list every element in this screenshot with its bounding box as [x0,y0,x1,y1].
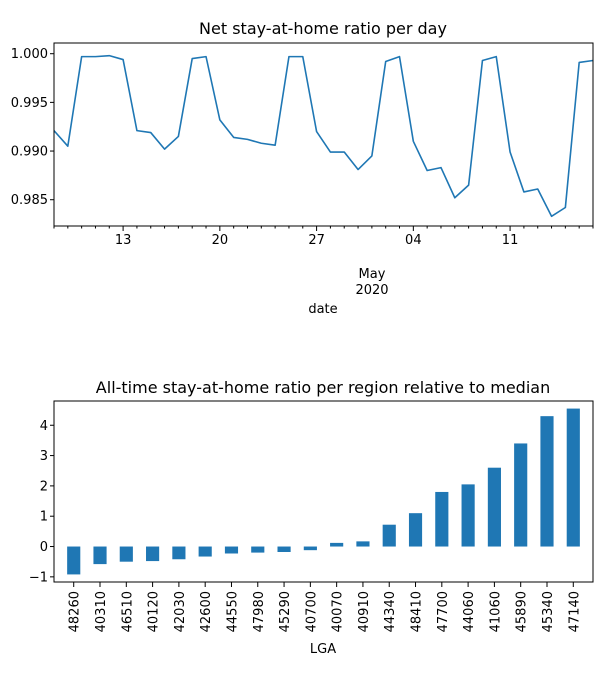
bar [408,513,423,547]
x-tick-label: 42600 [199,591,214,632]
bar [435,491,449,547]
x-tick-label: 48260 [68,591,83,632]
line-series [53,54,594,218]
x-tick-label: 41060 [488,591,503,632]
x-tick-label: 47140 [567,591,582,632]
bar [224,546,239,554]
x-tick-label: 27 [308,233,325,248]
line-chart-x-axis-label: date [308,302,337,317]
bar [487,467,501,547]
x-tick-label: 40070 [331,591,346,632]
line-chart: Net stay-at-home ratio per day 0.985 0.99… [11,19,594,317]
x-tick-label: 20 [212,233,229,248]
bar-chart-x-axis-label: LGA [310,642,336,657]
bar [303,546,317,551]
x-tick-label: 47700 [436,591,451,632]
x-tick-label: 47980 [252,591,267,632]
x-tick-label: 42030 [173,591,188,632]
x-tick-label: 44550 [225,591,240,632]
y-tick-label: 0.990 [11,145,48,160]
x-tick-label: 40700 [304,591,319,632]
bar-chart-x-ticks: 48260 40310 46510 40120 42030 42600 44550 47980… [68,582,582,632]
y-tick-label: −1 [29,570,48,585]
bar [330,542,344,547]
x-tick-label: 13 [115,233,132,248]
bar [356,541,370,547]
bar [277,546,291,552]
x-tick-label: 04 [405,233,422,248]
y-tick-label: 3 [40,449,48,464]
bar [93,546,107,565]
bar-chart: All-time stay-at-home ratio per region r… [29,378,594,657]
x-tick-label: 40310 [94,591,109,632]
y-tick-label: 0 [40,540,48,555]
bar [146,546,160,562]
bar-series [67,408,580,575]
x-tick-label: 44060 [462,591,477,632]
line-chart-month-label: May [359,267,386,282]
y-tick-label: 0.985 [11,193,48,208]
y-tick-label: 2 [40,479,48,494]
x-tick-label: 45290 [278,591,293,632]
x-tick-label: 45890 [515,591,530,632]
bar [540,416,554,547]
x-tick-label: 46510 [120,591,135,632]
bar [119,546,133,562]
bar-chart-y-ticks: −1 0 1 2 3 4 [29,419,54,585]
bar [67,546,81,575]
bar-chart-title: All-time stay-at-home ratio per region r… [96,378,550,397]
x-tick-label: 11 [502,233,519,248]
bar-chart-frame [53,400,594,583]
line-chart-year-label: 2020 [355,283,388,298]
x-tick-label: 45340 [541,591,556,632]
bar [251,546,265,553]
line-chart-y-ticks: 0.985 0.990 0.995 1.000 [11,47,54,208]
x-tick-label: 44340 [383,591,398,632]
bar [566,408,580,547]
bar [461,484,475,547]
bar [382,524,396,547]
bar [172,546,186,560]
line-chart-title: Net stay-at-home ratio per day [199,19,447,38]
y-tick-label: 0.995 [11,96,48,111]
bar [198,546,212,557]
y-tick-label: 4 [40,419,48,434]
x-tick-label: 40910 [357,591,372,632]
bar [514,443,528,547]
x-tick-label: 40120 [147,591,162,632]
y-tick-label: 1 [40,510,48,525]
x-tick-label: 48410 [410,591,425,632]
line-chart-frame [53,42,594,227]
y-tick-label: 1.000 [11,47,48,62]
